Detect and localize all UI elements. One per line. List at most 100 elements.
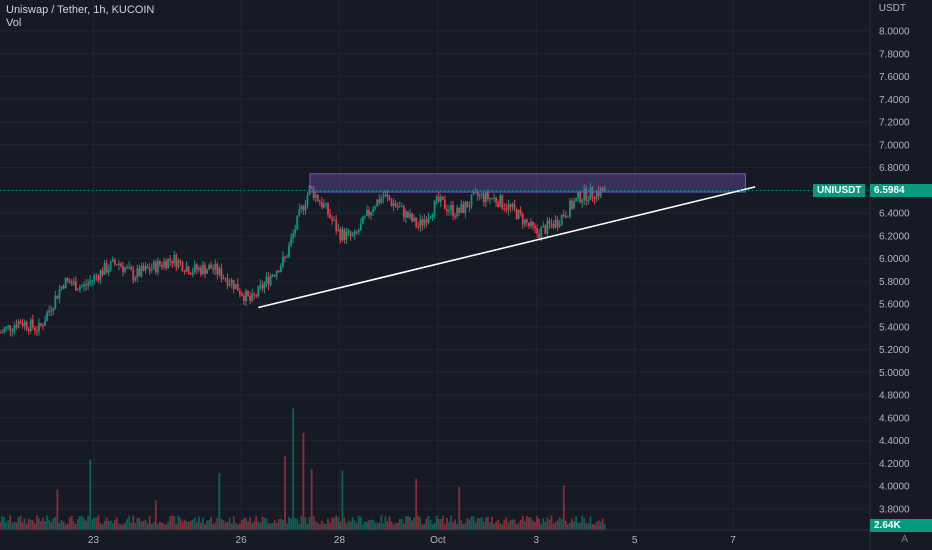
candle-body [105,263,108,273]
candle-body [275,270,278,276]
candle-body [218,268,221,275]
volume-bar [487,516,489,530]
candle-body [550,223,553,225]
candle-body [476,191,479,196]
volume-bar [302,432,305,530]
volume-bar [228,517,231,530]
candle-body [187,266,190,274]
candle-body [349,231,352,237]
volume-value-tag: 2.64K [870,519,932,532]
volume-bar [548,519,551,530]
candle-body [310,185,313,188]
volume-bar [353,520,356,530]
candle-body [337,228,340,231]
volume-bar [314,521,317,530]
volume-bar [165,524,167,530]
price-tick-label: 5.0000 [879,368,910,379]
volume-bar [429,519,432,530]
candle-body [77,289,79,291]
price-axis[interactable]: 3.8000 4.0000 4.2000 4.4000 4.6000 4.8000 5.00… [879,27,910,516]
volume-bar [11,522,14,530]
candle-body [87,283,90,286]
candle-body [167,258,169,269]
candle-body [228,283,231,286]
price-tick-label: 6.0000 [879,254,910,265]
candle-body [503,208,506,210]
volume-bar [263,517,266,530]
candle-body [140,265,143,277]
candle-body [210,264,213,269]
volume-bar [450,515,452,530]
volume-bar [333,517,336,530]
candle-body [312,187,315,199]
volume-bar [282,519,284,530]
candle-body [238,290,241,295]
volume-bar [525,515,528,530]
candle-body [222,278,225,280]
candle-body [517,210,520,219]
candle-body [236,283,239,291]
volume-bar [499,523,502,530]
candle-body [74,281,77,291]
volume-bar [70,515,73,530]
candle-body [273,275,276,277]
volume-bar [214,522,217,530]
candle-body [501,195,504,209]
candle-body [206,269,208,274]
volume-bar [167,521,169,530]
candle-body [318,201,321,203]
volume-bar [573,521,575,530]
time-tick-label: 5 [632,535,638,546]
volume-bar [206,520,208,530]
volume-bar [185,521,188,530]
candle-body [423,219,426,226]
volume-bar [107,520,110,530]
volume-bar [402,523,405,530]
candle-body [62,286,65,289]
candle-body [15,325,18,328]
candle-body [271,275,274,277]
chart-legend: Uniswap / Tether, 1h, KUCOIN Vol [6,4,154,30]
volume-bar [370,519,372,530]
resistance-zone[interactable] [309,173,746,193]
candle-body [464,201,467,213]
volume-bar [433,522,436,530]
candle-body [302,206,305,211]
volume-bar [224,522,227,530]
candle-body [292,233,295,238]
volume-bar [386,521,389,530]
ascending-trendline[interactable] [258,186,756,309]
volume-bar [509,520,512,530]
candle-body [429,216,432,218]
volume-bar [105,517,108,530]
volume-bar [101,524,104,530]
candle-body [402,206,405,218]
volume-bar [251,522,254,530]
candle-body [452,205,454,217]
candle-body [491,198,493,200]
auto-scale-button[interactable]: A [901,534,908,545]
volume-bar [120,524,122,530]
volume-bar [122,524,124,530]
volume-bar [58,523,61,530]
volume-bar [271,523,274,530]
volume-bar [507,522,510,530]
candle-body [122,265,124,272]
volume-bar [128,515,131,530]
candle-body [458,207,461,213]
drawings[interactable] [0,173,870,309]
candle-body [390,200,393,206]
candle-body [470,194,473,206]
candle-body [433,200,436,216]
candle-body [489,198,491,200]
volume-bar [464,523,467,530]
volume-bar [7,519,10,530]
volume-bar [298,524,301,530]
candle-body [546,220,549,234]
time-tick-label: 28 [334,535,346,546]
volume-bar [243,518,245,530]
volume-bar [372,519,374,530]
time-axis[interactable]: 23 26 28 Oct 3 5 7 [0,0,871,550]
candle-body [478,194,481,196]
